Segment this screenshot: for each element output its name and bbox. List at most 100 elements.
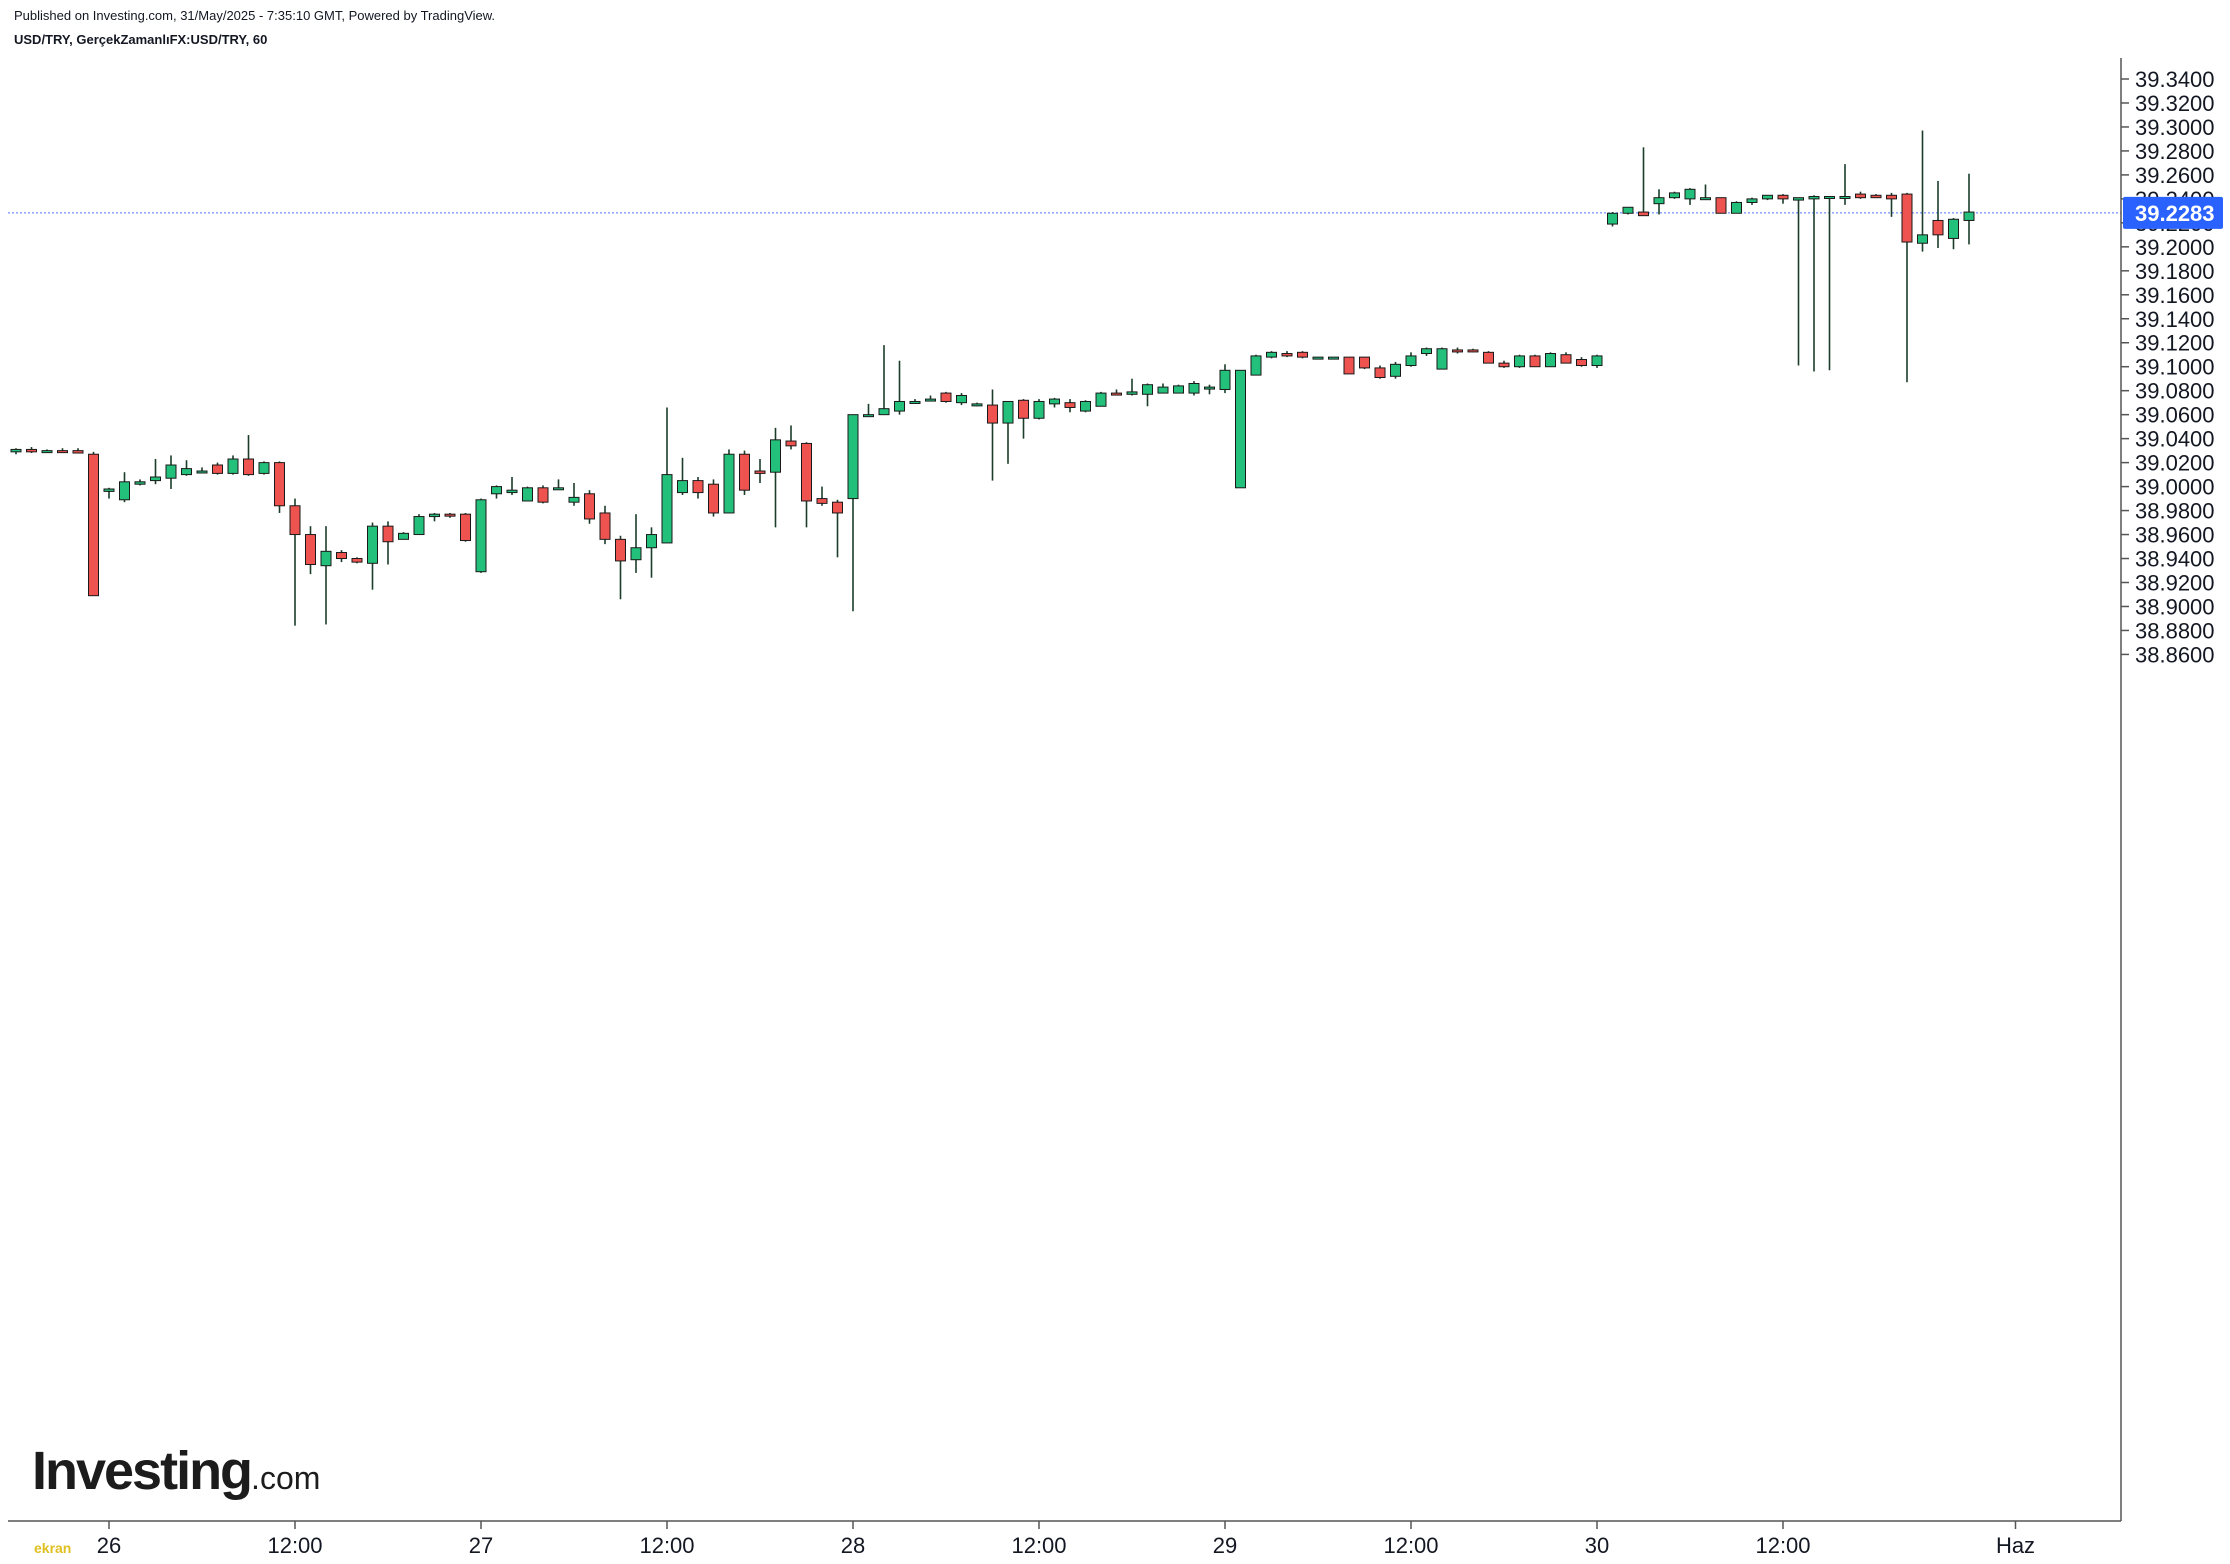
candle [460, 512, 471, 542]
candle [1142, 383, 1153, 407]
candle-body-down [305, 534, 316, 566]
last-price-label-bg [2123, 196, 2223, 229]
candle [1901, 192, 1913, 383]
candle-body-up [1436, 348, 1448, 370]
x-tick-label: 28 [841, 1533, 865, 1558]
candles-group [10, 130, 1975, 626]
candle-body-down [1901, 193, 1913, 243]
candle [1374, 365, 1386, 379]
candle [320, 526, 332, 625]
candle-body-down [1111, 392, 1122, 396]
candle-body-down [1576, 359, 1587, 367]
candle-body-down [1855, 193, 1866, 199]
candle [1793, 197, 1804, 366]
candle-body-up [1824, 195, 1835, 199]
candle [243, 435, 254, 476]
candle-body-down [1483, 351, 1494, 364]
candle [150, 459, 161, 485]
candle [413, 514, 425, 536]
candle-body-up [1622, 206, 1634, 214]
candle [925, 395, 936, 402]
candle [1359, 356, 1370, 370]
candle-body-down [1886, 194, 1897, 200]
candle [584, 490, 595, 524]
candle [134, 479, 146, 486]
candle [553, 479, 564, 491]
candle [1452, 347, 1463, 354]
candle-body-down [801, 442, 812, 502]
candle-body-down [1529, 355, 1541, 368]
candle [196, 467, 208, 474]
candle [677, 457, 688, 495]
candle-body-up [1731, 201, 1742, 214]
candle [10, 448, 22, 455]
candle-body-down [460, 513, 471, 542]
candle-body-down [57, 450, 68, 454]
candle-body-up [150, 476, 161, 482]
candle-body-up [1188, 382, 1200, 394]
x-tick-label: 26 [97, 1533, 121, 1558]
candle [832, 499, 843, 558]
candle-body-down [832, 501, 843, 514]
y-tick-label: 38.9200 [2135, 570, 2215, 595]
candle [1064, 399, 1076, 413]
candle [1622, 206, 1634, 215]
candle [1157, 383, 1169, 394]
candle [1173, 384, 1184, 394]
candle [1498, 360, 1510, 368]
candle-body-down [1467, 349, 1479, 353]
candle [1250, 354, 1262, 376]
y-axis-ticks: 39.340039.320039.300039.280039.260039.24… [2121, 67, 2215, 667]
candle-body-up [103, 488, 115, 492]
candle-body-up [770, 439, 781, 473]
candle [227, 455, 239, 475]
candle-body-up [491, 486, 502, 495]
candle [1436, 347, 1448, 370]
candle-body-down [615, 538, 626, 562]
candle-body-down [708, 483, 719, 514]
candle-body-up [1917, 234, 1928, 244]
candle-body-up [847, 414, 859, 500]
candle [894, 360, 905, 415]
candle-body-down [444, 513, 456, 517]
candle [57, 448, 68, 454]
candle-body-up [661, 474, 673, 544]
candle-body-up [1328, 356, 1339, 360]
candle [1855, 191, 1866, 199]
candle-body-down [754, 470, 766, 474]
candle [429, 512, 440, 522]
candle [909, 399, 921, 404]
candle [739, 450, 750, 495]
candle-body-up [630, 547, 642, 561]
candle-body-up [1839, 195, 1851, 199]
candle-body-down [1932, 219, 1944, 236]
candle-body-down [1343, 356, 1355, 375]
candle [41, 449, 53, 454]
candle-body-down [692, 480, 704, 494]
candle-body-up [1653, 197, 1665, 205]
candle-body-up [1266, 351, 1277, 358]
candle-body-down [243, 458, 254, 476]
candle-body-down [1281, 353, 1293, 357]
candle-body-up [1963, 211, 1975, 221]
candle [1529, 354, 1541, 368]
candle [708, 479, 719, 517]
candle [661, 407, 673, 544]
x-tick-label: 12:00 [1383, 1533, 1438, 1558]
candle [336, 550, 347, 563]
candle-body-up [1514, 355, 1525, 368]
candle-body-up [1746, 198, 1758, 203]
candle [568, 482, 580, 506]
candle-body-down [1018, 399, 1029, 419]
candle-body-up [181, 468, 192, 476]
candle [847, 414, 859, 612]
y-tick-label: 39.1800 [2135, 259, 2215, 284]
candle-body-up [1080, 400, 1091, 412]
candle [646, 527, 657, 578]
candle-body-up [1948, 218, 1959, 239]
candle-body-down [537, 487, 549, 503]
candle-body-up [1095, 392, 1107, 407]
candle [72, 448, 84, 454]
last-price-label: 39.2283 [2135, 201, 2215, 226]
